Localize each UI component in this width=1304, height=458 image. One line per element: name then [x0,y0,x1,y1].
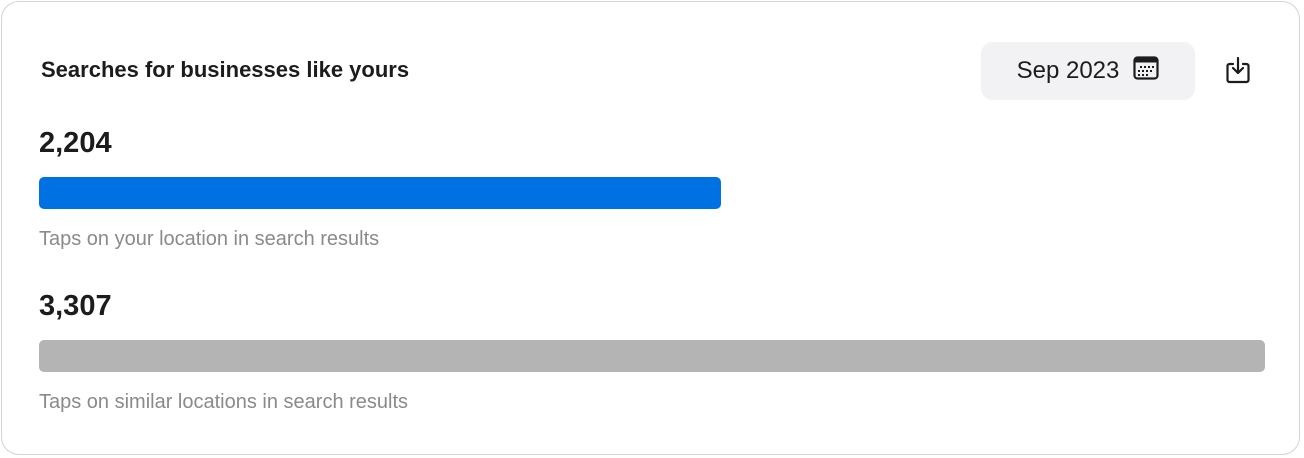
bar-fill-your-location [39,177,721,209]
bar-track-your-location [39,177,1265,209]
calendar-icon [1133,55,1159,87]
metric-label-your-location: Taps on your location in search results [39,228,380,250]
download-button[interactable] [1220,54,1256,90]
bar-fill-similar-locations [39,340,1265,372]
download-icon [1225,56,1251,89]
metric-value-your-location: 2,204 [39,127,112,159]
card-title: Searches for businesses like yours [41,57,410,82]
metric-label-similar-locations: Taps on similar locations in search resu… [39,391,409,413]
bar-track-similar-locations [39,340,1265,372]
date-picker-button[interactable]: Sep 2023 [981,42,1195,100]
metric-value-similar-locations: 3,307 [39,290,112,322]
date-label: Sep 2023 [1016,57,1120,84]
